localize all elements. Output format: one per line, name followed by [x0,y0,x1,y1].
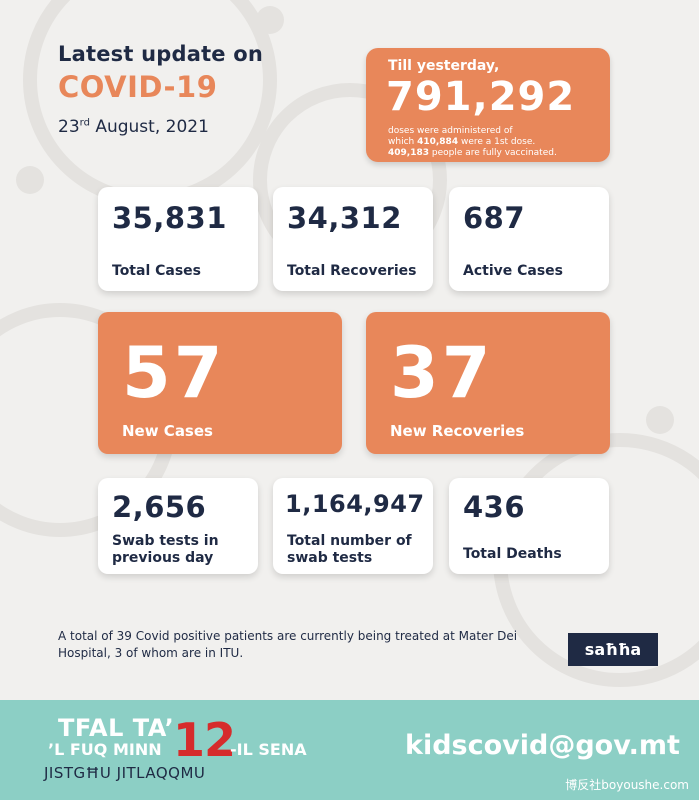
stat-card-active-cases: 687 Active Cases [449,187,609,291]
stat-label: Total Cases [112,263,202,279]
stat-value: 34,312 [287,201,402,235]
stat-label: Active Cases [463,263,564,279]
stat-label: Total number of swab tests [287,533,412,566]
update-date: 23rd August, 2021 [58,117,209,137]
title-covid: COVID-19 [58,70,218,104]
footer-age-number: 12 [173,713,236,767]
stat-label: Total Recoveries [287,263,417,279]
footer-line-4: JISTGĦU JITLAQQMU [44,764,206,782]
hospital-note: A total of 39 Covid positive patients ar… [58,629,518,660]
stat-label: Swab tests in previous day [112,533,219,566]
stat-card-total-swab-tests: 1,164,947 Total number of swab tests [273,478,433,574]
footer-email-link[interactable]: kidscovid@gov.mt [405,730,680,761]
watermark: 博反社boyoushe.com [565,778,689,792]
title-line-1: Latest update on [58,42,264,66]
highlight-label: New Recoveries [390,422,525,440]
stat-label: Total Deaths [463,546,562,562]
vaccination-doses: 791,292 [386,74,576,120]
highlight-card-new-cases: 57 New Cases [98,312,342,454]
vaccination-heading: Till yesterday, [388,58,500,74]
stat-value: 436 [463,490,526,524]
highlight-card-new-recoveries: 37 New Recoveries [366,312,610,454]
stat-card-swab-tests-day: 2,656 Swab tests in previous day [98,478,258,574]
stat-card-total-cases: 35,831 Total Cases [98,187,258,291]
footer-line-1: TFAL TA’ [58,714,175,742]
stat-card-total-deaths: 436 Total Deaths [449,478,609,574]
stat-value: 35,831 [112,201,227,235]
footer-line-2: ’L FUQ MINN [48,740,162,759]
stat-value: 687 [463,201,526,235]
vaccination-details: doses were administered of which 410,884… [388,126,557,158]
vaccination-box: Till yesterday, 791,292 doses were admin… [366,48,610,162]
highlight-value: 37 [390,332,494,414]
stat-card-total-recoveries: 34,312 Total Recoveries [273,187,433,291]
highlight-label: New Cases [122,422,213,440]
sahha-logo: saħħa [568,633,658,666]
stat-value: 1,164,947 [285,490,425,518]
highlight-value: 57 [122,332,226,414]
footer-banner: TFAL TA’ ’L FUQ MINN 12 -IL SENA JISTGĦU… [0,700,699,800]
footer-line-3: -IL SENA [230,740,307,759]
stat-value: 2,656 [112,490,207,524]
